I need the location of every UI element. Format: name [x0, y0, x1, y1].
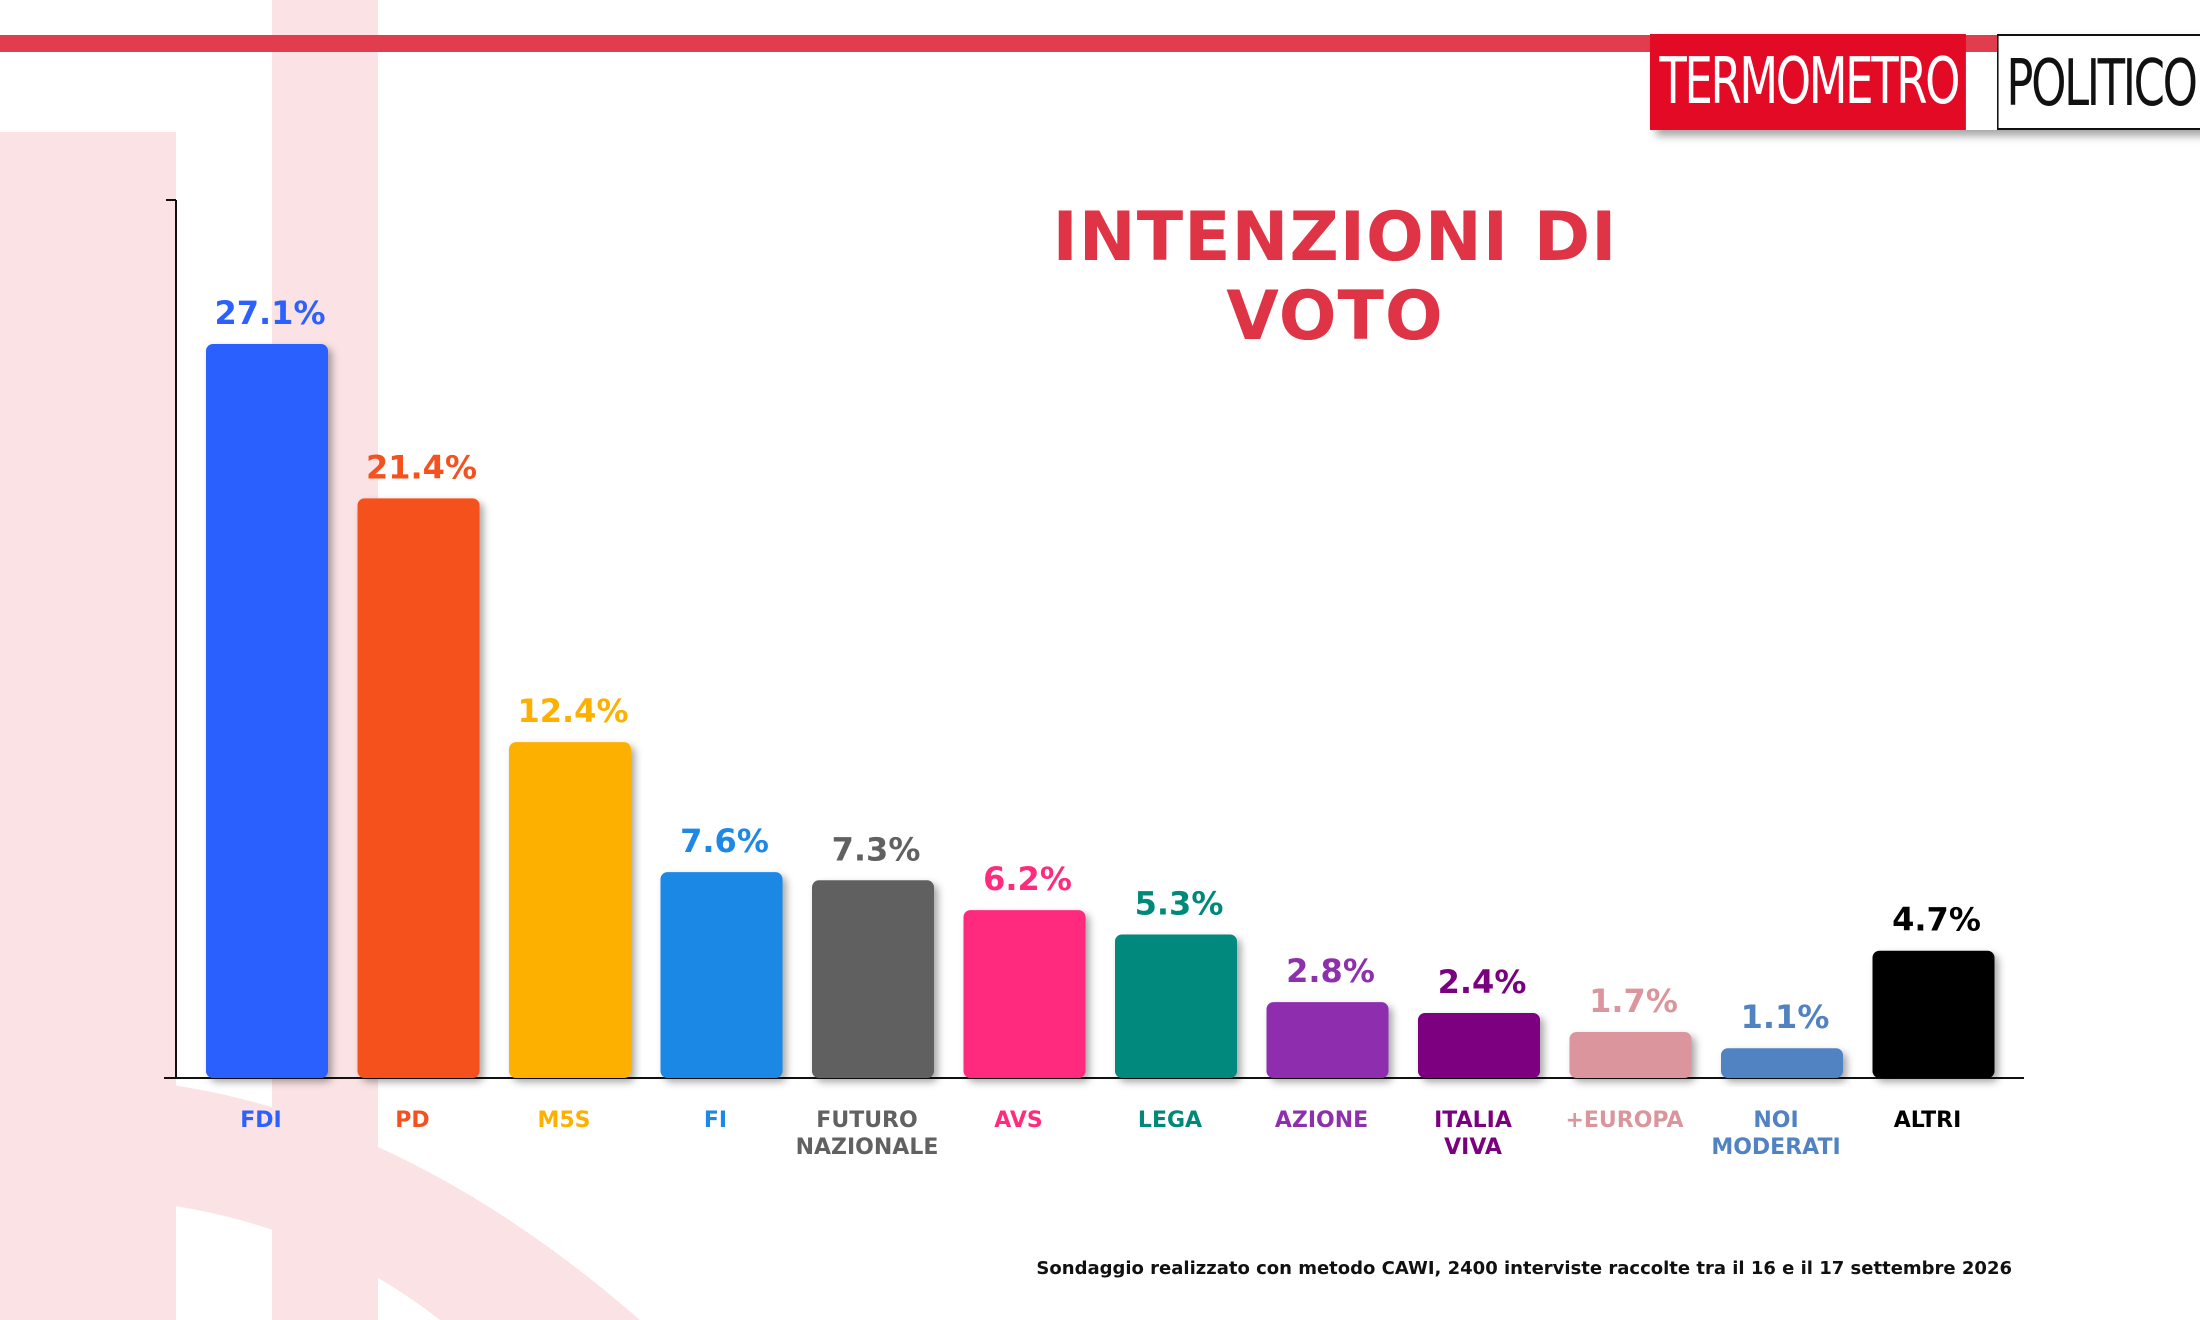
bar-0 — [206, 344, 328, 1078]
category-label-3: FI — [704, 1108, 727, 1133]
bar-9 — [1569, 1031, 1692, 1078]
bar-10 — [1721, 1048, 1843, 1078]
value-label-0: 27.1% — [214, 294, 325, 332]
bar-11 — [1872, 950, 1995, 1078]
brand-logo: TERMOMETRO POLITICO — [1650, 34, 2200, 130]
value-label-11: 4.7% — [1892, 901, 1981, 939]
footnote: Sondaggio realizzato con metodo CAWI, 24… — [1036, 1258, 2012, 1279]
bar-7 — [1266, 1002, 1389, 1078]
category-label-9: +EUROPA — [1565, 1108, 1683, 1133]
value-label-6: 5.3% — [1135, 884, 1224, 922]
category-label-11: ALTRI — [1894, 1108, 1962, 1133]
value-label-1: 21.4% — [366, 448, 477, 486]
category-label-5: AVS — [994, 1108, 1042, 1133]
value-label-3: 7.6% — [680, 822, 769, 860]
logo-part-politico: POLITICO — [1997, 34, 2200, 130]
bar-2 — [509, 742, 631, 1078]
bar-5 — [963, 910, 1086, 1078]
chart-title: INTENZIONI DI VOTO — [1052, 198, 1618, 356]
bar-8 — [1418, 1012, 1540, 1078]
category-label-1: PD — [395, 1108, 429, 1133]
value-label-2: 12.4% — [517, 692, 628, 730]
value-label-10: 1.1% — [1741, 998, 1830, 1036]
watermark-curve — [0, 1077, 640, 1320]
value-label-8: 2.4% — [1438, 963, 1527, 1001]
category-label-10: NOI MODERATI — [1711, 1108, 1840, 1160]
category-label-8: ITALIA VIVA — [1434, 1108, 1512, 1160]
bar-6 — [1115, 934, 1237, 1078]
category-label-2: M5S — [537, 1108, 590, 1133]
category-label-0: FDI — [240, 1108, 281, 1133]
category-label-4: FUTURO NAZIONALE — [796, 1108, 939, 1160]
bar-4 — [812, 880, 934, 1078]
bar-1 — [357, 498, 480, 1078]
logo-part-termometro: TERMOMETRO — [1650, 34, 1966, 130]
value-label-7: 2.8% — [1286, 952, 1375, 990]
value-label-4: 7.3% — [832, 830, 921, 868]
value-label-9: 1.7% — [1589, 982, 1678, 1020]
bar-3 — [660, 872, 783, 1078]
category-label-6: LEGA — [1138, 1108, 1202, 1133]
category-label-7: AZIONE — [1275, 1108, 1368, 1133]
value-label-5: 6.2% — [983, 860, 1072, 898]
